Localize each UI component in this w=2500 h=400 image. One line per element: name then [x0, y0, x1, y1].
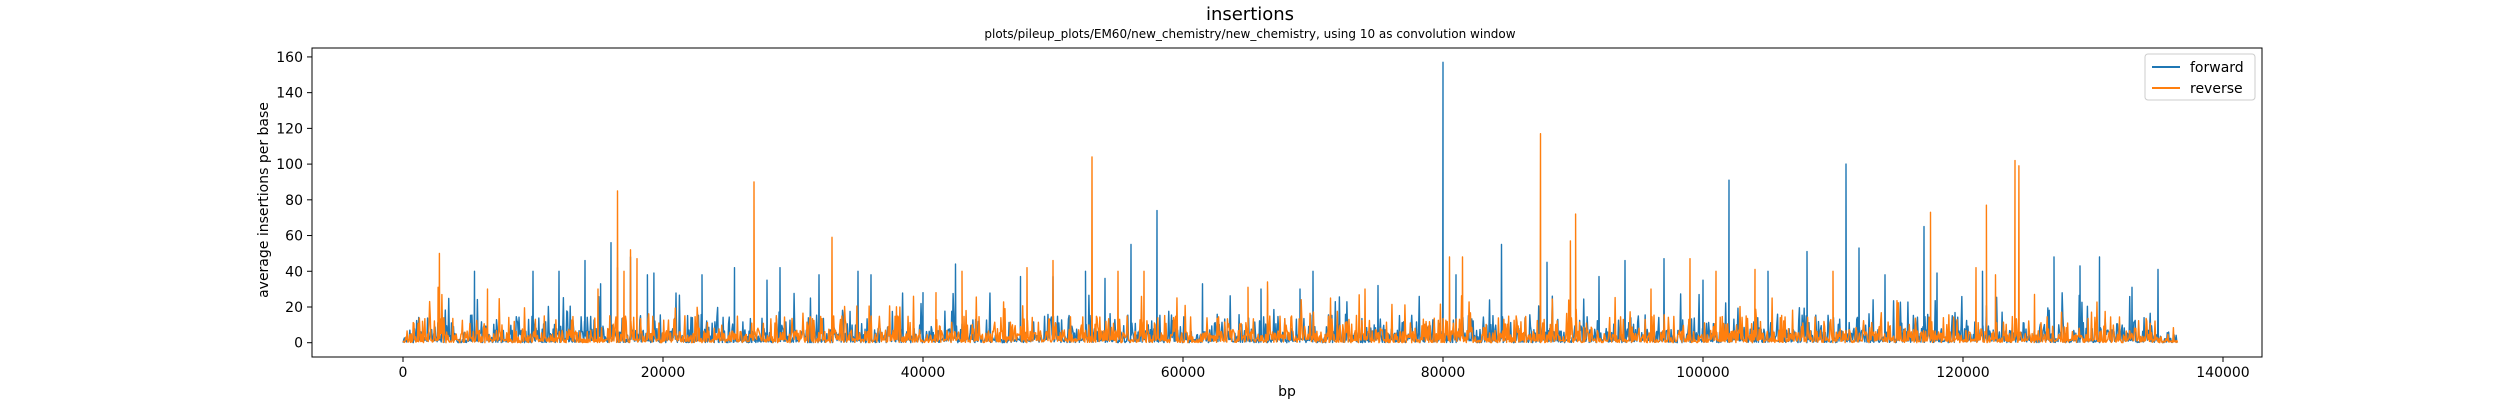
axis-ticks: 0 20000 40000 60000 80000 100000 120000 140000 0… — [276, 50, 2249, 381]
plot-lines — [402, 61, 2179, 344]
x-tick-label: 100000 — [1676, 365, 1729, 381]
chart-title: insertions — [1206, 4, 1294, 25]
legend-label-reverse: reverse — [2190, 81, 2243, 97]
x-axis-label: bp — [1278, 384, 1296, 400]
y-tick-label: 80 — [285, 193, 303, 209]
y-tick-label: 140 — [276, 86, 303, 102]
plot-frame — [311, 47, 2263, 358]
y-tick-label: 60 — [285, 229, 303, 245]
y-tick-label: 100 — [276, 157, 303, 173]
x-tick-label: 120000 — [1936, 365, 1989, 381]
y-tick-label: 160 — [276, 50, 303, 66]
x-tick-label: 80000 — [1421, 365, 1466, 381]
y-tick-label: 120 — [276, 121, 303, 137]
y-tick-label: 0 — [294, 336, 303, 352]
legend-label-forward: forward — [2190, 60, 2244, 76]
y-axis-label: average insertions per base — [256, 102, 272, 298]
chart-subtitle: plots/pileup_plots/EM60/new_chemistry/ne… — [984, 27, 1515, 41]
series-line-forward — [402, 61, 2178, 344]
x-tick-label: 140000 — [2196, 365, 2249, 381]
x-tick-label: 40000 — [901, 365, 946, 381]
series-line-reverse — [402, 133, 2179, 344]
y-tick-label: 20 — [285, 300, 303, 316]
y-tick-label: 40 — [285, 264, 303, 280]
x-tick-label: 60000 — [1161, 365, 1206, 381]
x-tick-label: 0 — [399, 365, 408, 381]
legend: forward reverse — [2144, 53, 2256, 101]
x-tick-label: 20000 — [641, 365, 686, 381]
